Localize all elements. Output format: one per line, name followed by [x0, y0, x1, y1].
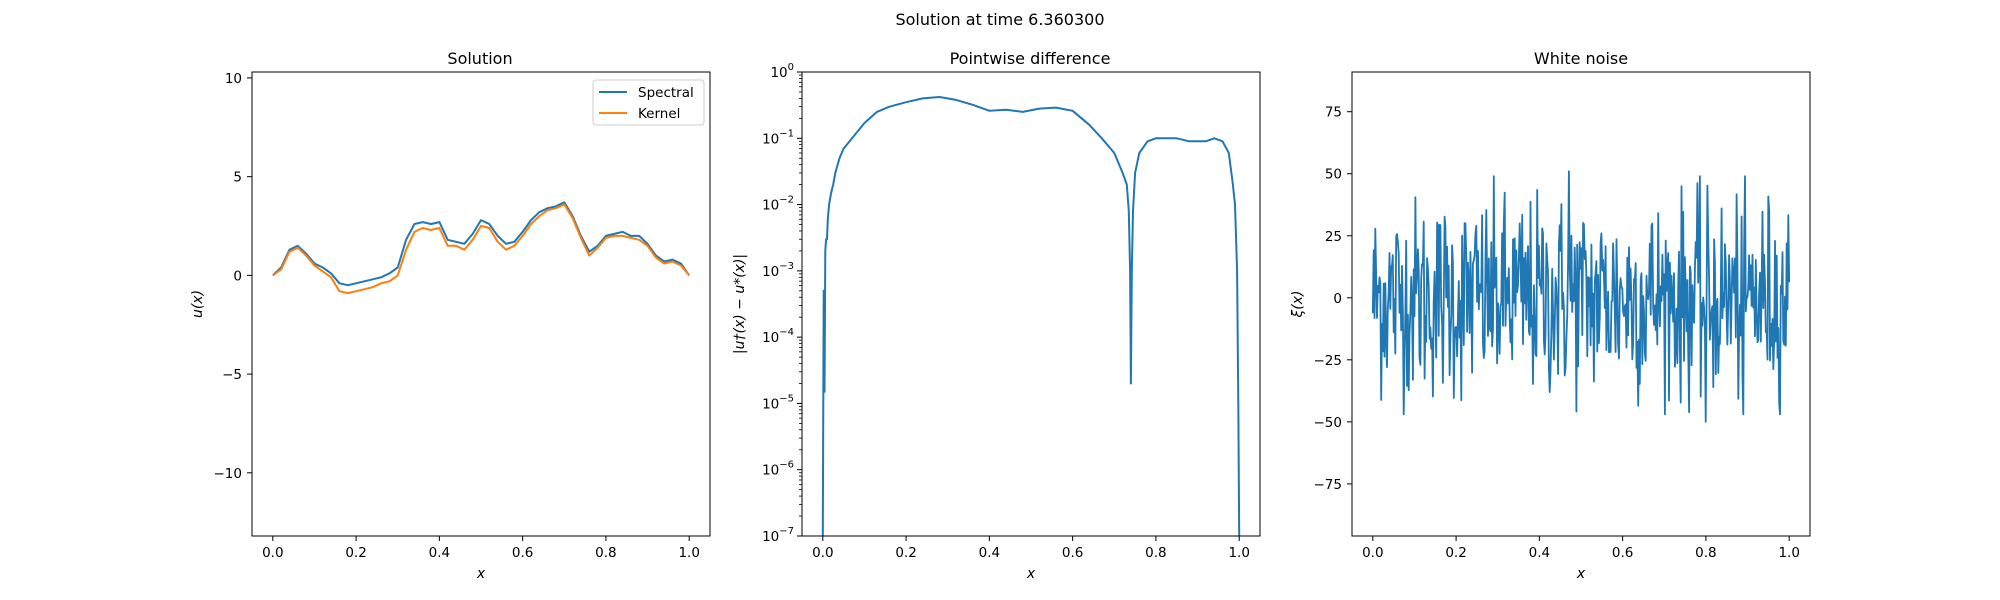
difference-plot-area: [821, 96, 1241, 537]
y-tick-label: 10−4: [762, 327, 794, 346]
x-tick-label: 1.0: [1778, 545, 1799, 561]
x-tick-label: 0.2: [1445, 545, 1466, 561]
noise-plot-area: [1371, 170, 1791, 423]
x-tick-label: 0.6: [1612, 545, 1633, 561]
noise-axes-frame: [1351, 71, 1811, 537]
y-tick-label: 0: [1333, 291, 1342, 307]
legend-label-kernel: Kernel: [638, 106, 680, 122]
solution-xlabel: x: [476, 566, 486, 582]
difference-ylabel: |u†(x) − u*(x)|: [732, 254, 748, 354]
solution-panel: Solution 0.0 0.2 0.4 0.6 0.8 1.0 10 5 0 −5 −10 x u…: [190, 49, 711, 582]
y-tick-label: 10−3: [762, 261, 794, 280]
x-tick-label: 0.8: [1145, 545, 1166, 561]
x-tick-label: 0.2: [895, 545, 916, 561]
y-tick-label: 0: [233, 268, 242, 284]
figure-suptitle: Solution at time 6.360300: [895, 10, 1104, 29]
x-tick-label: 0.6: [1062, 545, 1083, 561]
x-tick-label: 0.6: [512, 545, 533, 561]
x-tick-label: 0.0: [812, 545, 833, 561]
y-tick-label: 5: [233, 170, 242, 186]
y-tick-label: −10: [214, 466, 243, 482]
y-tick-label: 25: [1325, 229, 1342, 245]
difference-ticks: 0.0 0.2 0.4 0.6 0.8 1.0 100 10−1 10−2 10−3 10−4 10−…: [762, 62, 1250, 561]
y-tick-label: 10: [225, 71, 242, 87]
solution-ticks: 0.0 0.2 0.4 0.6 0.8 1.0 10 5 0 −5 −10: [214, 71, 700, 561]
noise-xlabel: x: [1576, 566, 1586, 582]
x-tick-label: 0.8: [595, 545, 616, 561]
y-tick-label: 10−1: [762, 128, 794, 147]
solution-plot-area: [272, 201, 691, 295]
difference-title: Pointwise difference: [950, 49, 1111, 68]
x-tick-label: 0.4: [979, 545, 1000, 561]
y-tick-label: 100: [770, 62, 794, 81]
solution-axes-frame: [251, 71, 711, 537]
difference-panel: Pointwise difference 0.0 0.2 0.4 0.6 0.8 1.0 1…: [732, 49, 1261, 582]
difference-axes-frame: [801, 71, 1261, 537]
legend-label-spectral: Spectral: [638, 85, 694, 101]
x-tick-label: 0.0: [262, 545, 283, 561]
y-tick-label: −5: [222, 367, 242, 383]
difference-line: [821, 96, 1241, 537]
noise-title: White noise: [1534, 49, 1628, 68]
noise-panel: White noise 0.0 0.2 0.4 0.6 0.8 1.0 75 50 25 0 −25…: [1290, 49, 1811, 582]
y-tick-label: 50: [1325, 167, 1342, 183]
x-tick-label: 0.2: [345, 545, 366, 561]
noise-ticks: 0.0 0.2 0.4 0.6 0.8 1.0 75 50 25 0 −25 −50 −75: [1314, 105, 1800, 561]
x-tick-label: 0.8: [1695, 545, 1716, 561]
x-tick-label: 0.0: [1362, 545, 1383, 561]
series-line-spectral: [272, 201, 691, 287]
difference-xlabel: x: [1026, 566, 1036, 582]
y-tick-label: 10−5: [762, 393, 794, 412]
x-tick-label: 1.0: [678, 545, 699, 561]
y-tick-label: 75: [1325, 105, 1342, 121]
x-tick-label: 0.4: [429, 545, 450, 561]
series-line-kernel: [272, 203, 690, 295]
y-tick-label: −25: [1314, 353, 1343, 369]
y-tick-label: 10−7: [762, 526, 794, 545]
solution-ylabel: u(x): [190, 290, 206, 318]
x-tick-label: 1.0: [1228, 545, 1249, 561]
solution-legend: Spectral Kernel: [592, 79, 705, 126]
noise-line: [1371, 170, 1791, 423]
x-tick-label: 0.4: [1529, 545, 1550, 561]
y-tick-label: −75: [1314, 477, 1343, 493]
y-tick-label: −50: [1314, 415, 1343, 431]
y-tick-label: 10−6: [762, 460, 794, 479]
solution-title: Solution: [447, 49, 512, 68]
y-tick-label: 10−2: [762, 195, 794, 214]
noise-ylabel: ξ(x): [1290, 290, 1306, 318]
